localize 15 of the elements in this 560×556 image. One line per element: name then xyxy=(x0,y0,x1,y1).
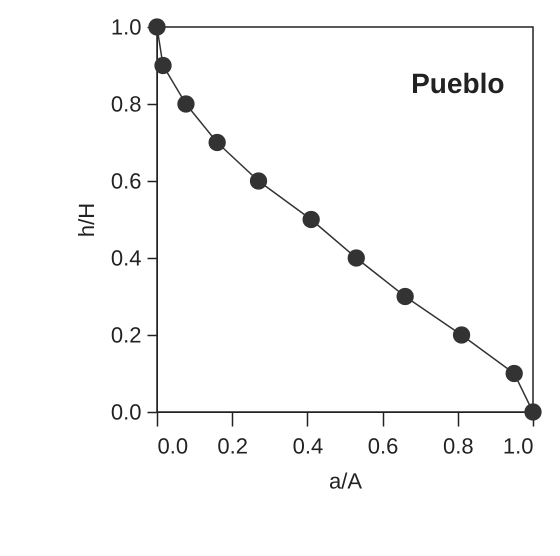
x-tick-label: 0.2 xyxy=(217,434,248,458)
y-tick-label: 1.0 xyxy=(110,14,142,40)
x-tick-label: 0.0 xyxy=(158,434,188,458)
y-tick-label: 0.6 xyxy=(110,168,142,194)
x-axis-title: a/A xyxy=(328,468,362,494)
y-tick-label: 0.8 xyxy=(110,92,142,116)
y-tick-label: 0.2 xyxy=(110,322,142,348)
x-tick-label: 0.4 xyxy=(292,434,324,458)
y-axis-title: h/H xyxy=(74,202,99,238)
annotation: Pueblo xyxy=(411,68,504,99)
y-tick-label: 0.4 xyxy=(110,246,142,270)
x-tick-label: 0.6 xyxy=(368,434,398,458)
x-tick-label: 1.0 xyxy=(502,434,534,458)
x-tick-label: 0.8 xyxy=(443,434,474,458)
y-tick-label: 0.0 xyxy=(110,400,142,424)
